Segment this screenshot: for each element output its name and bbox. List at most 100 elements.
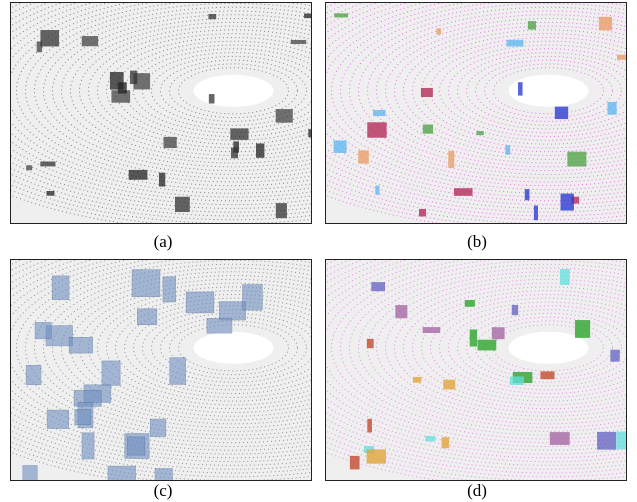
lidar-ring — [394, 282, 627, 413]
lidar-ring — [142, 52, 312, 130]
lidar-ring — [79, 25, 312, 156]
lidar-ring — [10, 259, 312, 459]
lidar-ring — [492, 67, 604, 115]
lidar-ring — [457, 52, 627, 130]
object-points — [518, 82, 523, 96]
ego-hole — [508, 331, 589, 364]
caption: (d) — [467, 481, 487, 500]
lidar-ring — [10, 2, 312, 221]
bbox — [101, 360, 121, 386]
object-points — [505, 145, 511, 155]
ego-hole — [508, 74, 589, 107]
panel-border — [10, 2, 312, 224]
object-points — [616, 54, 626, 60]
bbox — [137, 308, 158, 326]
object-points — [616, 431, 627, 450]
object-points — [304, 13, 312, 19]
lidar-ring — [394, 25, 627, 156]
object-points — [333, 140, 347, 153]
lidar-ring — [385, 278, 627, 417]
object-points — [36, 41, 43, 53]
object-points — [275, 203, 287, 219]
bbox — [68, 337, 93, 354]
bbox — [206, 318, 233, 334]
caption: (c) — [154, 481, 173, 500]
object-points — [491, 327, 505, 340]
lidar-ring — [325, 2, 627, 221]
object-points — [425, 435, 436, 442]
object-points — [366, 338, 374, 349]
panel-border — [325, 2, 627, 224]
object-points — [230, 128, 249, 140]
object-points — [560, 193, 574, 211]
lidar-ring — [43, 267, 312, 429]
bbox — [242, 284, 263, 311]
object-points — [422, 124, 434, 134]
bbox — [22, 465, 38, 481]
bbox — [81, 432, 95, 460]
object-points — [554, 106, 569, 120]
object-points — [395, 305, 408, 319]
lidar-ring — [331, 259, 627, 440]
lidar-ring — [474, 59, 622, 122]
object-points — [231, 147, 238, 159]
bbox — [185, 291, 215, 314]
lidar-ring — [340, 2, 627, 179]
bbox — [131, 269, 161, 298]
lidar-ring — [403, 286, 627, 410]
object-points — [366, 449, 386, 464]
object-points — [436, 28, 441, 35]
bbox — [218, 301, 246, 321]
lidar-ring — [79, 282, 312, 413]
object-points — [533, 205, 538, 221]
object-points — [208, 94, 215, 104]
lidar-ring — [168, 63, 298, 119]
bbox — [34, 322, 52, 340]
lidar-ring — [177, 67, 289, 115]
lidar-ring — [159, 59, 307, 122]
object-points — [597, 431, 617, 450]
lidar-ring — [10, 259, 312, 447]
lidar-ring — [70, 21, 312, 160]
object-points — [117, 82, 127, 94]
caption: (a) — [154, 232, 173, 251]
lidar-ring — [25, 2, 312, 179]
panel-bg — [325, 2, 627, 224]
object-points — [208, 13, 217, 20]
panel-border — [325, 259, 627, 481]
object-points — [375, 185, 380, 195]
object-points — [607, 101, 617, 115]
lidar-ring — [52, 271, 312, 425]
lidar-ring — [367, 14, 627, 168]
object-points — [133, 73, 151, 90]
bbox — [154, 468, 173, 481]
lidar-ring — [70, 278, 312, 417]
object-points — [506, 39, 524, 47]
caption: (b) — [467, 232, 487, 251]
object-points — [443, 379, 456, 390]
object-points — [524, 189, 530, 201]
lidar-ring — [52, 14, 312, 168]
bbox — [51, 275, 70, 300]
object-points — [373, 109, 386, 117]
object-points — [448, 150, 455, 168]
object-points — [26, 165, 33, 171]
bbox — [149, 418, 167, 437]
lidar-ring — [457, 309, 627, 387]
object-points — [441, 437, 450, 449]
object-points — [420, 87, 433, 97]
lidar-ring — [448, 48, 627, 134]
object-points — [549, 432, 570, 445]
object-points — [163, 136, 177, 149]
point-cloud-panel — [10, 259, 312, 481]
lidar-ring — [10, 2, 312, 190]
lidar-ring — [43, 10, 312, 172]
object-points — [130, 70, 138, 85]
lidar-ring — [483, 63, 613, 119]
object-points — [290, 39, 307, 45]
object-points — [275, 109, 293, 123]
lidar-ring — [16, 2, 312, 183]
bbox — [25, 364, 42, 385]
object-points — [358, 150, 369, 164]
bbox — [127, 436, 146, 456]
